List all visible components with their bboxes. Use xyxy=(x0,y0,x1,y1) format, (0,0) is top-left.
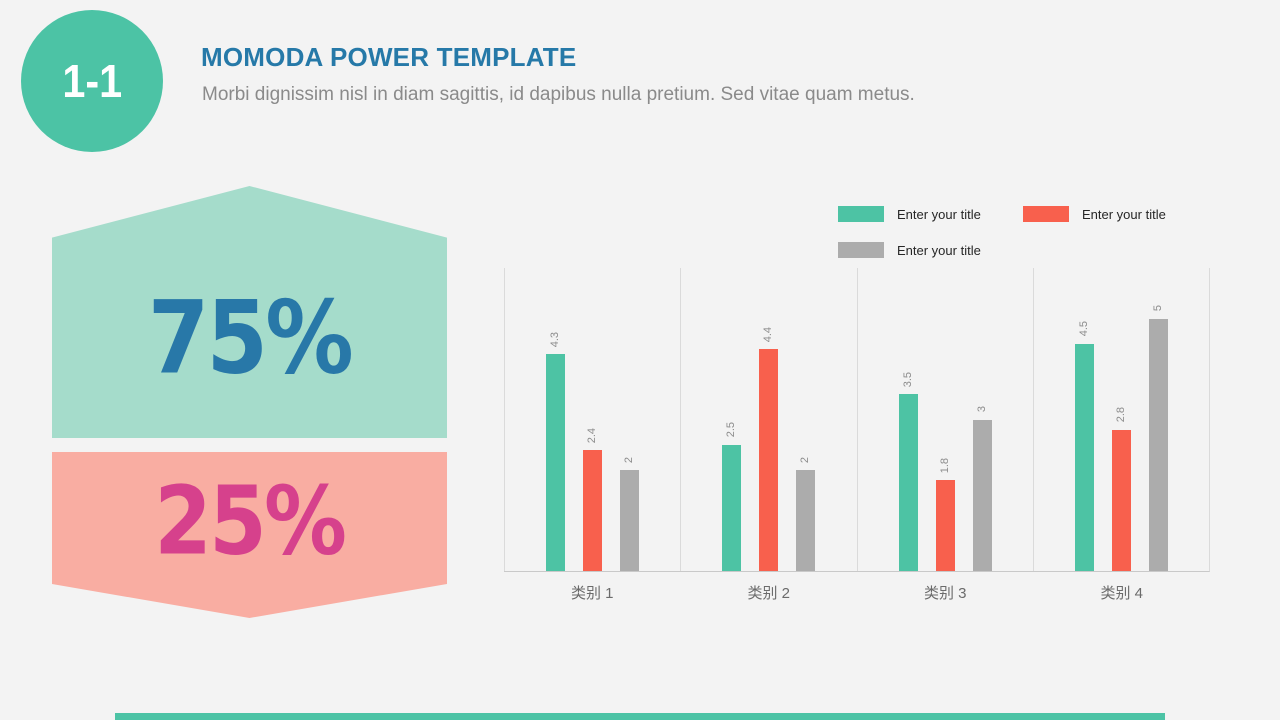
bar-chart-plot-area: 4.3 2.4 2 2.5 4.4 2 3.5 1.8 3 4.5 2.8 5 xyxy=(504,268,1210,572)
chart-category-axis: 类别 1 类别 2 类别 3 类别 4 xyxy=(504,582,1210,603)
bar-series-2 xyxy=(583,449,603,571)
bar-series-3 xyxy=(972,419,992,571)
bar-unit: 5 xyxy=(1148,268,1168,571)
bar-series-1 xyxy=(898,394,918,571)
bar-data-label: 2.4 xyxy=(586,427,599,443)
bar-data-label: 3.5 xyxy=(901,371,914,388)
bar-series-1 xyxy=(1074,343,1094,571)
bar-unit: 4.5 xyxy=(1074,268,1094,571)
bar-data-label: 2 xyxy=(799,456,812,463)
bar-data-label: 2 xyxy=(623,456,636,463)
legend-swatch-icon xyxy=(838,206,884,222)
bar-unit: 3.5 xyxy=(898,268,918,571)
bar-series-3 xyxy=(1148,318,1168,571)
stat-value-25: 25% xyxy=(154,465,348,577)
bar-series-1 xyxy=(546,353,566,571)
chart-category-group-3: 3.5 1.8 3 xyxy=(856,268,1033,571)
chart-category-group-1: 4.3 2.4 2 xyxy=(504,268,680,571)
legend-label: Enter your title xyxy=(897,206,981,222)
stat-shape-75: 75% xyxy=(52,186,447,438)
stat-shape-25: 25% xyxy=(52,452,447,618)
bar-data-label: 5 xyxy=(1151,305,1164,312)
bar-unit: 4.3 xyxy=(546,268,566,571)
bar-data-label: 4.3 xyxy=(549,331,562,347)
legend-swatch-icon xyxy=(1023,206,1069,222)
legend-item-2: Enter your title xyxy=(1023,206,1208,222)
bar-data-label: 2.8 xyxy=(1114,407,1127,423)
bar-unit: 2.8 xyxy=(1111,268,1131,571)
bar-unit: 1.8 xyxy=(935,268,955,571)
bar-series-3 xyxy=(620,470,640,571)
bar-data-label: 3 xyxy=(975,406,988,413)
stat-value-75: 75% xyxy=(147,279,354,397)
bar-data-label: 1.8 xyxy=(938,457,951,474)
bar-unit: 4.4 xyxy=(759,268,779,571)
legend-label: Enter your title xyxy=(897,242,981,258)
legend-item-1: Enter your title xyxy=(838,206,1023,222)
bar-unit: 3 xyxy=(972,268,992,571)
category-axis-label-2: 类别 2 xyxy=(747,585,790,602)
legend-item-3: Enter your title xyxy=(838,242,1023,258)
section-number-text: 1-1 xyxy=(62,55,122,107)
bar-series-2 xyxy=(935,480,955,571)
bar-unit: 2.5 xyxy=(722,268,742,571)
chart-legend: Enter your title Enter your title Enter yo… xyxy=(838,206,1218,278)
bar-data-label: 2.5 xyxy=(725,422,738,438)
bar-data-label: 4.5 xyxy=(1077,321,1090,337)
bar-unit: 2 xyxy=(796,268,816,571)
page-subtitle: Morbi dignissim nisl in diam sagittis, i… xyxy=(202,84,915,105)
bar-series-2 xyxy=(759,348,779,571)
footer-accent-bar xyxy=(115,713,1165,720)
legend-swatch-icon xyxy=(838,242,884,258)
chart-category-group-4: 4.5 2.8 5 xyxy=(1032,268,1209,571)
chart-category-group-2: 2.5 4.4 2 xyxy=(680,268,856,571)
bar-unit: 2 xyxy=(620,268,640,571)
bar-data-label: 4.4 xyxy=(762,326,775,342)
section-number-badge: 1-1 xyxy=(21,10,163,152)
page-title: MOMODA POWER TEMPLATE xyxy=(201,42,577,72)
bar-unit: 2.4 xyxy=(583,268,603,571)
category-axis-label-1: 类别 1 xyxy=(570,585,614,602)
bar-series-1 xyxy=(722,444,742,571)
category-axis-label-3: 类别 3 xyxy=(923,585,967,602)
bar-series-3 xyxy=(796,470,816,571)
bar-series-2 xyxy=(1111,429,1131,571)
category-axis-label-4: 类别 4 xyxy=(1100,585,1143,602)
legend-label: Enter your title xyxy=(1082,206,1166,222)
